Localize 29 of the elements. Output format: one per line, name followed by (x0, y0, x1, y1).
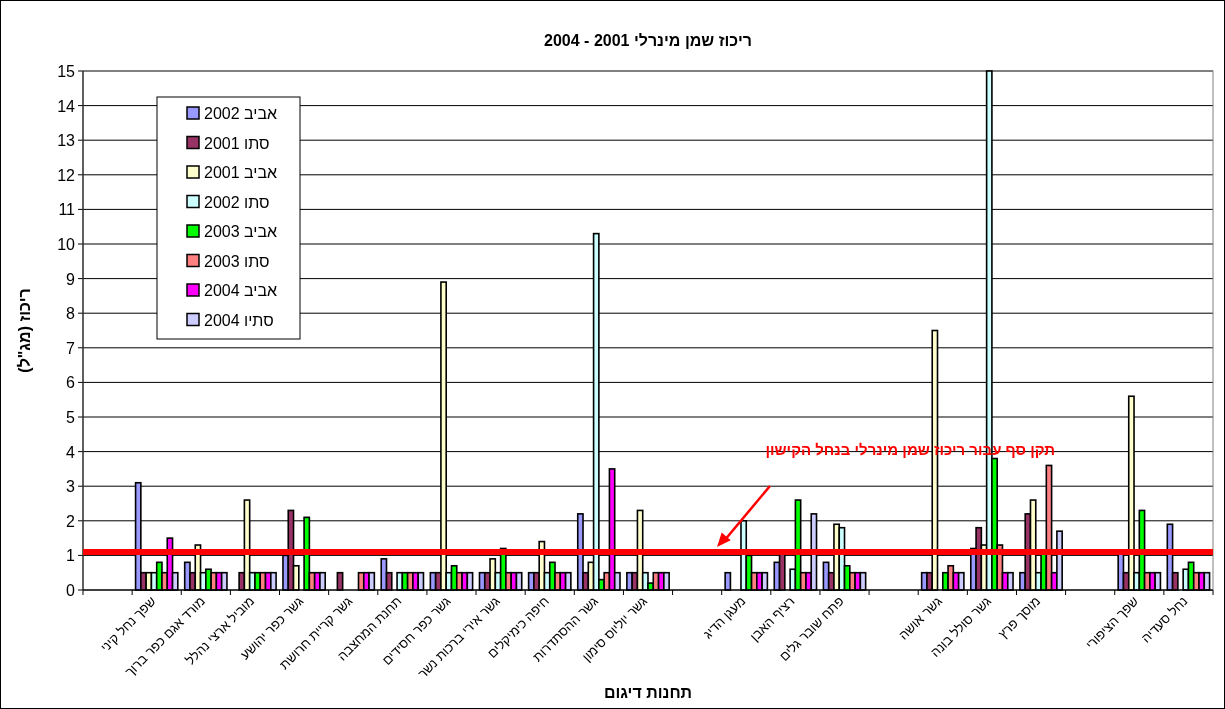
legend-label: סתו 2003 (204, 252, 270, 270)
y-tick-label: 8 (66, 305, 76, 323)
y-tick-label: 2 (66, 512, 76, 530)
y-tick-label: 15 (57, 63, 76, 80)
x-tick-label: מוסך פרץ (995, 593, 1044, 642)
x-tick-label: מעגן הדיג (700, 593, 749, 642)
chart-title: ריכוז שמן מינרלי 2001 - 2004 (544, 32, 752, 49)
legend-label: אביב 2004 (204, 282, 278, 299)
y-tick-label: 0 (66, 582, 76, 599)
y-axis-title: ריכוז (מג"ל) (16, 288, 33, 373)
y-tick-label: 1 (66, 547, 76, 565)
y-tick-label: 10 (57, 236, 76, 253)
y-tick-label: 12 (57, 166, 76, 184)
legend-label: סתיו 2004 (204, 311, 274, 329)
y-tick-label: 7 (66, 339, 76, 357)
y-tick-label: 13 (57, 132, 76, 150)
y-tick-label: 4 (66, 443, 76, 461)
legend-label: אביב 2003 (204, 223, 278, 240)
y-tick-label: 3 (66, 478, 76, 496)
x-axis-title: תחנות דיגום (603, 684, 693, 701)
legend-label: סתו 2001 (204, 134, 270, 152)
legend-label: אביב 2001 (204, 164, 278, 181)
y-tick-label: 9 (66, 270, 76, 288)
y-tick-label: 14 (57, 97, 76, 115)
y-tick-label: 5 (66, 409, 76, 426)
legend-label: אביב 2002 (204, 105, 278, 122)
y-tick-label: 11 (58, 201, 76, 219)
legend-label: סתו 2002 (204, 193, 270, 211)
y-tick-label: 6 (66, 374, 76, 392)
